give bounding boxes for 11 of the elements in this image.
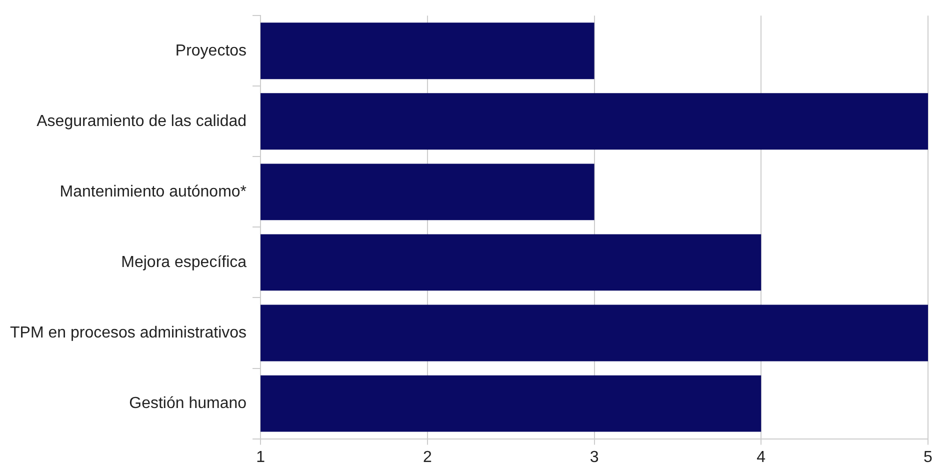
y-tick-label: Proyectos <box>175 42 247 60</box>
y-tick-label: Aseguramiento de las calidad <box>36 112 247 130</box>
x-tick-label: 1 <box>256 448 266 466</box>
x-tick-label: 5 <box>924 448 933 466</box>
x-tick-label: 2 <box>422 448 432 466</box>
y-tick-label: Mejora específica <box>121 254 247 271</box>
x-tick-label: 3 <box>590 448 599 466</box>
y-tick-label: Mantenimiento autónomo* <box>60 183 247 200</box>
y-tick-label: TPM en procesos administrativos <box>10 324 247 342</box>
y-tick-label: Gestión humano <box>129 394 247 412</box>
x-tick-label: 4 <box>756 448 766 466</box>
